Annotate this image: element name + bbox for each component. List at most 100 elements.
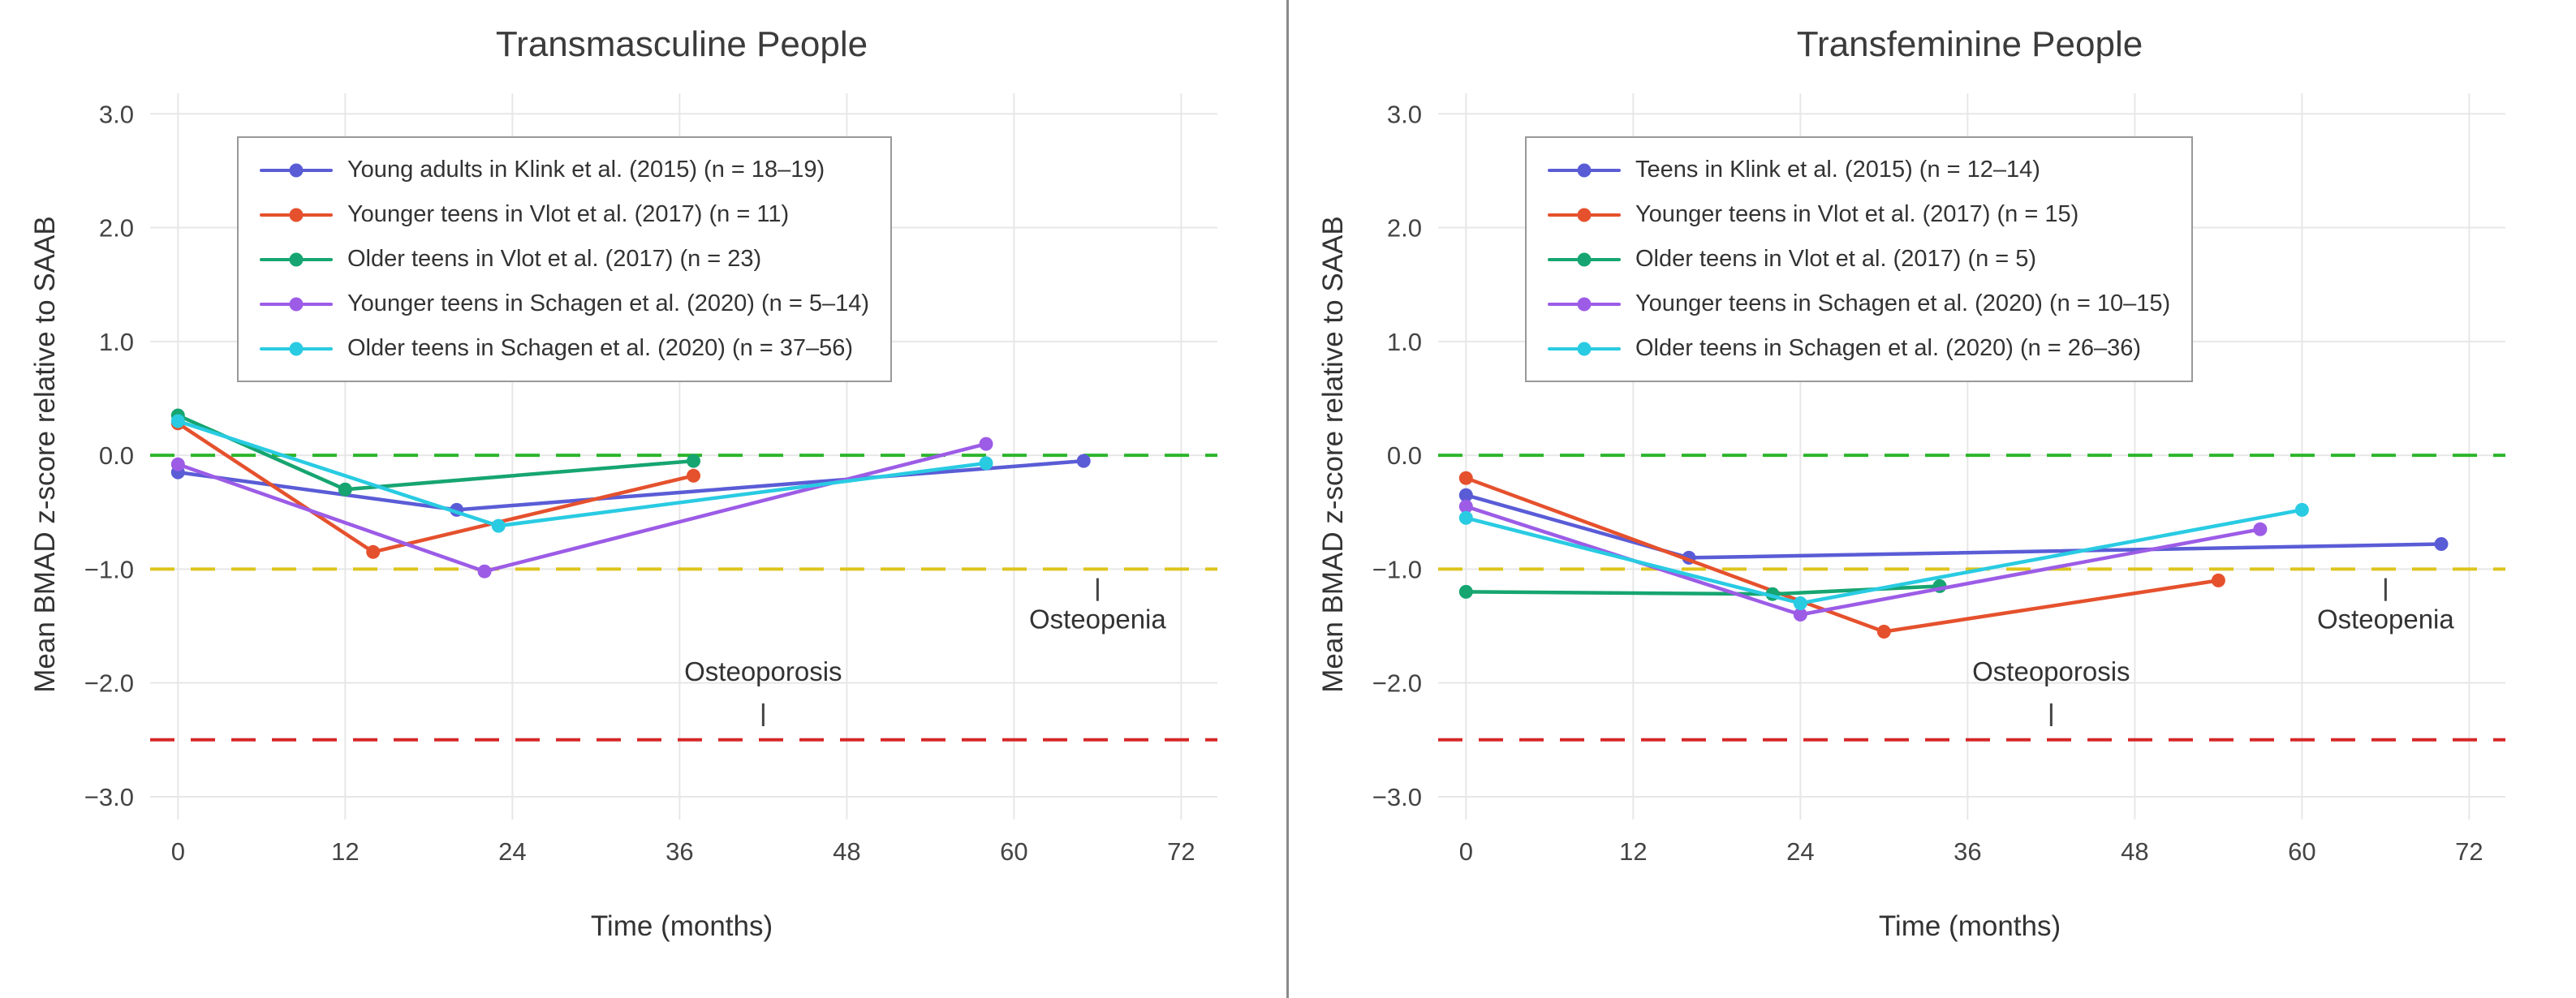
series-marker: [170, 414, 185, 428]
legend-label: Young adults in Klink et al. (2015) (n =…: [347, 157, 825, 183]
annotation-text: Osteopenia: [1029, 604, 1166, 634]
series-line: [176, 413, 696, 492]
y-tick-label: −2.0: [84, 669, 134, 698]
legend: Young adults in Klink et al. (2015) (n =…: [237, 136, 893, 382]
series-marker: [2253, 522, 2268, 536]
x-tick-label: 48: [833, 837, 860, 866]
y-tick-label: −2.0: [1372, 669, 1422, 698]
annotation-text: Osteopenia: [2317, 604, 2454, 634]
annotation-text: Osteoporosis: [684, 656, 842, 686]
legend-item: Younger teens in Vlot et al. (2017) (n =…: [1548, 196, 2170, 234]
legend-line-sample: [260, 203, 333, 227]
series-marker: [1793, 608, 1807, 622]
series-line: [1464, 493, 2444, 560]
legend-line-sample: [260, 158, 333, 183]
series-marker: [979, 456, 993, 471]
annotation-text: Osteoporosis: [1972, 656, 2130, 686]
panel-title-transmasculine: Transmasculine People: [495, 24, 868, 64]
legend-line-sample: [1548, 158, 1621, 183]
series-line: [176, 421, 696, 554]
series-marker: [2434, 537, 2449, 551]
y-tick-label: −1.0: [1372, 555, 1422, 583]
x-tick-label: 48: [2121, 837, 2148, 866]
x-tick-label: 0: [1459, 837, 1473, 866]
legend-item: Younger teens in Schagen et al. (2020) (…: [260, 285, 869, 323]
panel-transmasculine: 3.0 2.0 1.0 0.0 −1.0 −2.0 −3.0 0 12 24 36 48 60 72 Ost…: [29, 24, 1217, 942]
legend-line-sample: [1548, 203, 1621, 227]
panel-title-transfeminine: Transfeminine People: [1796, 24, 2143, 64]
series-marker: [1458, 584, 1473, 599]
legend-item: Older teens in Schagen et al. (2020) (n …: [260, 329, 869, 368]
x-tick-label: 12: [1619, 837, 1647, 866]
x-axis-label: Time (months): [1878, 910, 2061, 942]
x-axis-label: Time (months): [590, 910, 773, 942]
legend-label: Younger teens in Vlot et al. (2017) (n =…: [347, 201, 790, 227]
series-marker: [170, 457, 185, 471]
legend-item: Young adults in Klink et al. (2015) (n =…: [260, 151, 869, 189]
legend-line-sample: [1548, 292, 1621, 316]
y-tick-label: 3.0: [99, 100, 134, 128]
panel-divider: [1286, 0, 1289, 998]
legend-line-sample: [260, 337, 333, 361]
legend-item: Older teens in Vlot et al. (2017) (n = 5…: [1548, 240, 2170, 278]
series-marker: [687, 454, 700, 468]
legend-label: Older teens in Vlot et al. (2017) (n = 2…: [347, 246, 762, 272]
series-marker: [1458, 499, 1473, 514]
x-tick-label: 24: [498, 837, 526, 866]
legend-line-sample: [260, 292, 333, 316]
legend-label: Older teens in Schagen et al. (2020) (n …: [1635, 335, 2142, 361]
y-tick-label: 2.0: [99, 214, 134, 243]
legend-item: Older teens in Vlot et al. (2017) (n = 2…: [260, 240, 869, 278]
panel-transfeminine: 3.0 2.0 1.0 0.0 −1.0 −2.0 −3.0 0 12 24 36 48 60 72 Ost…: [1288, 0, 2576, 998]
y-tick-label: −3.0: [84, 783, 134, 811]
series-marker: [979, 437, 993, 451]
y-tick-label: 0.0: [99, 441, 134, 470]
series-marker: [338, 482, 352, 497]
series-marker: [1876, 625, 1891, 639]
series-line: [176, 441, 989, 574]
x-tick-label: 24: [1786, 837, 1814, 866]
x-tick-label: 72: [1167, 837, 1195, 866]
legend-label: Younger teens in Vlot et al. (2017) (n =…: [1635, 201, 2079, 227]
legend: Teens in Klink et al. (2015) (n = 12–14)…: [1525, 136, 2194, 382]
series-marker: [491, 518, 506, 533]
series-marker: [477, 564, 492, 579]
series-marker: [1458, 510, 1473, 525]
legend-line-sample: [1548, 247, 1621, 272]
legend-item: Older teens in Schagen et al. (2020) (n …: [1548, 329, 2170, 368]
x-tick-label: 72: [2455, 837, 2483, 866]
y-tick-label: 2.0: [1387, 214, 1422, 243]
series-marker: [1458, 488, 1473, 502]
legend-label: Younger teens in Schagen et al. (2020) (…: [1635, 290, 2171, 316]
series-marker: [2211, 573, 2225, 587]
legend-label: Older teens in Schagen et al. (2020) (n …: [347, 335, 854, 361]
x-tick-label: 0: [171, 837, 185, 866]
series-marker: [366, 544, 381, 559]
series-marker: [1458, 471, 1473, 485]
legend-label: Older teens in Vlot et al. (2017) (n = 5…: [1635, 246, 2037, 272]
legend-item: Younger teens in Vlot et al. (2017) (n =…: [260, 196, 869, 234]
legend-item: Younger teens in Schagen et al. (2020) (…: [1548, 285, 2170, 323]
legend-label: Teens in Klink et al. (2015) (n = 12–14): [1635, 157, 2040, 183]
x-tick-label: 60: [1000, 837, 1027, 866]
y-tick-label: −1.0: [84, 555, 134, 583]
y-tick-label: 1.0: [99, 328, 134, 356]
y-tick-label: −3.0: [1372, 783, 1422, 811]
y-axis-label: Mean BMAD z-score relative to SAAB: [1317, 216, 1349, 693]
series-marker: [2294, 502, 2309, 517]
x-tick-label: 12: [331, 837, 359, 866]
legend-item: Teens in Klink et al. (2015) (n = 12–14): [1548, 151, 2170, 189]
y-tick-label: 1.0: [1387, 328, 1422, 356]
legend-line-sample: [1548, 337, 1621, 361]
series-marker: [687, 468, 700, 483]
x-tick-label: 36: [666, 837, 693, 866]
series-marker: [1076, 454, 1091, 468]
legend-label: Younger teens in Schagen et al. (2020) (…: [347, 290, 870, 316]
y-axis-label: Mean BMAD z-score relative to SAAB: [29, 216, 61, 693]
x-tick-label: 36: [1954, 837, 1981, 866]
legend-line-sample: [260, 247, 333, 272]
y-tick-label: 3.0: [1387, 100, 1422, 128]
x-tick-label: 60: [2288, 837, 2315, 866]
y-tick-label: 0.0: [1387, 441, 1422, 470]
